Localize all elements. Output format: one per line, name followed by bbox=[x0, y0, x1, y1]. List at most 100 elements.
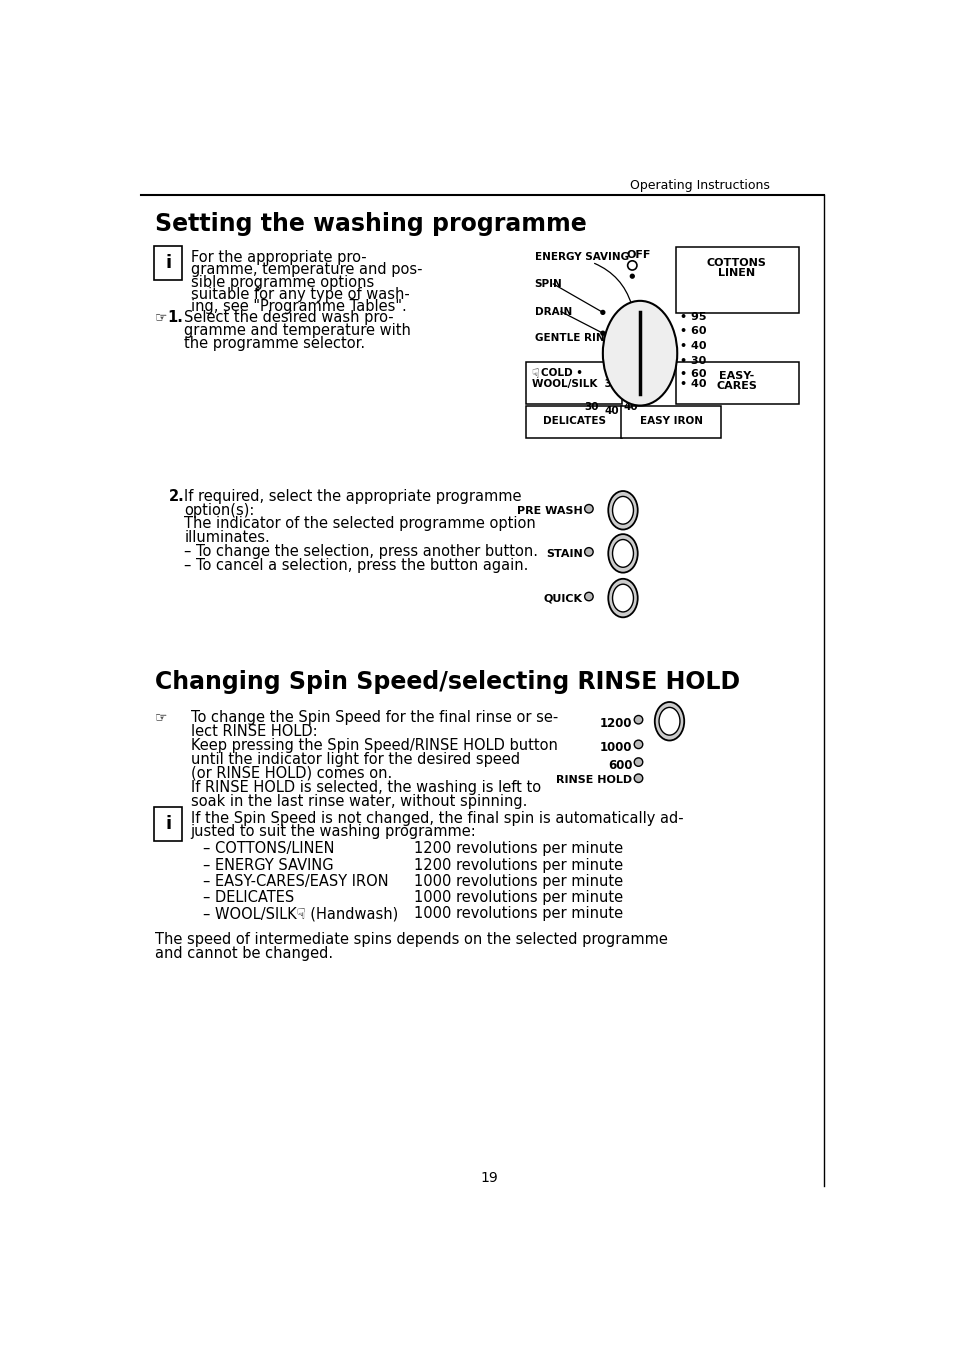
Text: Changing Spin Speed/selecting RINSE HOLD: Changing Spin Speed/selecting RINSE HOLD bbox=[154, 671, 740, 695]
FancyBboxPatch shape bbox=[675, 362, 798, 404]
Ellipse shape bbox=[608, 534, 637, 573]
Text: QUICK: QUICK bbox=[543, 594, 582, 603]
FancyBboxPatch shape bbox=[525, 362, 621, 404]
Text: 1000 revolutions per minute: 1000 revolutions per minute bbox=[414, 873, 622, 888]
Text: 1000 revolutions per minute: 1000 revolutions per minute bbox=[414, 890, 622, 904]
Text: gramme, temperature and pos-: gramme, temperature and pos- bbox=[191, 262, 421, 277]
Text: COTTONS: COTTONS bbox=[706, 258, 766, 269]
Text: For the appropriate pro-: For the appropriate pro- bbox=[191, 250, 366, 265]
Text: The speed of intermediate spins depends on the selected programme: The speed of intermediate spins depends … bbox=[154, 933, 667, 948]
Circle shape bbox=[584, 548, 593, 556]
Text: – DELICATES: – DELICATES bbox=[203, 890, 294, 904]
Circle shape bbox=[600, 311, 604, 314]
Circle shape bbox=[634, 773, 642, 783]
Text: suitable for any type of wash-: suitable for any type of wash- bbox=[191, 287, 409, 301]
Text: justed to suit the washing programme:: justed to suit the washing programme: bbox=[191, 823, 476, 838]
Text: 1000 revolutions per minute: 1000 revolutions per minute bbox=[414, 906, 622, 921]
Text: 2.: 2. bbox=[169, 488, 185, 504]
Circle shape bbox=[627, 261, 637, 270]
Text: • 40: • 40 bbox=[679, 341, 706, 352]
Text: COLD •: COLD • bbox=[540, 368, 582, 377]
Text: 40: 40 bbox=[623, 403, 638, 412]
Text: 30: 30 bbox=[583, 403, 598, 412]
Text: • 40: • 40 bbox=[679, 380, 706, 389]
FancyBboxPatch shape bbox=[525, 406, 621, 438]
Text: GENTLE RINSE •: GENTLE RINSE • bbox=[534, 333, 628, 343]
Text: – To cancel a selection, press the button again.: – To cancel a selection, press the butto… bbox=[184, 558, 528, 573]
Text: 1.: 1. bbox=[167, 310, 183, 324]
Text: • 30: • 30 bbox=[679, 357, 706, 366]
Text: lect RINSE HOLD:: lect RINSE HOLD: bbox=[191, 725, 316, 740]
Text: sible programme options: sible programme options bbox=[191, 274, 374, 289]
Text: the programme selector.: the programme selector. bbox=[184, 337, 365, 352]
Text: If RINSE HOLD is selected, the washing is left to: If RINSE HOLD is selected, the washing i… bbox=[191, 780, 540, 795]
Text: 1200: 1200 bbox=[599, 717, 632, 730]
Text: gramme and temperature with: gramme and temperature with bbox=[184, 323, 411, 338]
Ellipse shape bbox=[659, 707, 679, 735]
FancyBboxPatch shape bbox=[154, 246, 182, 280]
Text: ☞: ☞ bbox=[154, 310, 167, 324]
Text: EASY IRON: EASY IRON bbox=[639, 416, 702, 426]
Text: PRE WASH: PRE WASH bbox=[517, 506, 582, 515]
Text: 19: 19 bbox=[479, 1171, 497, 1184]
Text: ☟: ☟ bbox=[531, 368, 538, 381]
Text: SPIN: SPIN bbox=[534, 280, 562, 289]
Circle shape bbox=[584, 504, 593, 512]
Text: Setting the washing programme: Setting the washing programme bbox=[154, 212, 586, 237]
Text: Select the desired wash pro-: Select the desired wash pro- bbox=[184, 310, 394, 324]
Ellipse shape bbox=[654, 702, 683, 741]
Circle shape bbox=[630, 274, 634, 279]
Text: – EASY-CARES/EASY IRON: – EASY-CARES/EASY IRON bbox=[203, 873, 388, 888]
Text: STAIN: STAIN bbox=[545, 549, 582, 558]
Text: – To change the selection, press another button.: – To change the selection, press another… bbox=[184, 544, 537, 560]
Text: • 60: • 60 bbox=[679, 326, 706, 337]
Ellipse shape bbox=[612, 539, 633, 568]
Text: If required, select the appropriate programme: If required, select the appropriate prog… bbox=[184, 488, 521, 504]
Text: – COTTONS/LINEN: – COTTONS/LINEN bbox=[203, 841, 335, 856]
Text: Operating Instructions: Operating Instructions bbox=[630, 180, 769, 192]
Ellipse shape bbox=[608, 579, 637, 618]
Text: EASY-: EASY- bbox=[719, 370, 754, 381]
Text: The indicator of the selected programme option: The indicator of the selected programme … bbox=[184, 516, 536, 531]
Text: CARES: CARES bbox=[716, 381, 757, 391]
Circle shape bbox=[634, 740, 642, 749]
Text: DRAIN: DRAIN bbox=[534, 307, 571, 316]
Text: illuminates.: illuminates. bbox=[184, 530, 270, 545]
Text: • 60: • 60 bbox=[679, 369, 706, 379]
Text: i: i bbox=[165, 815, 171, 833]
Text: soak in the last rinse water, without spinning.: soak in the last rinse water, without sp… bbox=[191, 794, 526, 808]
Text: ing, see "Programme Tables".: ing, see "Programme Tables". bbox=[191, 299, 406, 314]
Circle shape bbox=[634, 758, 642, 767]
Text: and cannot be changed.: and cannot be changed. bbox=[154, 946, 333, 961]
Text: 1000: 1000 bbox=[599, 741, 632, 754]
Text: ENERGY SAVING: ENERGY SAVING bbox=[534, 253, 628, 262]
Text: WOOL/SILK  30•: WOOL/SILK 30• bbox=[531, 380, 624, 389]
FancyBboxPatch shape bbox=[675, 247, 798, 314]
Circle shape bbox=[584, 592, 593, 600]
Text: ☞: ☞ bbox=[154, 711, 167, 725]
Ellipse shape bbox=[602, 301, 677, 406]
Text: until the indicator light for the desired speed: until the indicator light for the desire… bbox=[191, 752, 519, 767]
Text: 40: 40 bbox=[604, 406, 618, 415]
Text: option(s):: option(s): bbox=[184, 503, 254, 518]
Text: – ENERGY SAVING: – ENERGY SAVING bbox=[203, 857, 334, 872]
Text: 1200 revolutions per minute: 1200 revolutions per minute bbox=[414, 857, 622, 872]
Text: OFF: OFF bbox=[626, 250, 651, 260]
Text: 1200 revolutions per minute: 1200 revolutions per minute bbox=[414, 841, 622, 856]
Text: If the Spin Speed is not changed, the final spin is automatically ad-: If the Spin Speed is not changed, the fi… bbox=[191, 811, 682, 826]
Text: (or RINSE HOLD) comes on.: (or RINSE HOLD) comes on. bbox=[191, 767, 392, 781]
Text: RINSE HOLD: RINSE HOLD bbox=[556, 775, 632, 786]
Text: To change the Spin Speed for the final rinse or se-: To change the Spin Speed for the final r… bbox=[191, 711, 558, 726]
Text: LINEN: LINEN bbox=[718, 269, 755, 279]
Ellipse shape bbox=[608, 491, 637, 530]
Ellipse shape bbox=[612, 496, 633, 525]
FancyBboxPatch shape bbox=[154, 807, 182, 841]
Text: • 95: • 95 bbox=[679, 312, 706, 322]
Ellipse shape bbox=[612, 584, 633, 612]
Text: Keep pressing the Spin Speed/RINSE HOLD button: Keep pressing the Spin Speed/RINSE HOLD … bbox=[191, 738, 557, 753]
Text: i: i bbox=[165, 254, 171, 272]
Circle shape bbox=[600, 331, 604, 335]
Text: – WOOL/SILK☟ (Handwash): – WOOL/SILK☟ (Handwash) bbox=[203, 906, 397, 921]
Circle shape bbox=[634, 715, 642, 723]
Text: 600: 600 bbox=[607, 758, 632, 772]
